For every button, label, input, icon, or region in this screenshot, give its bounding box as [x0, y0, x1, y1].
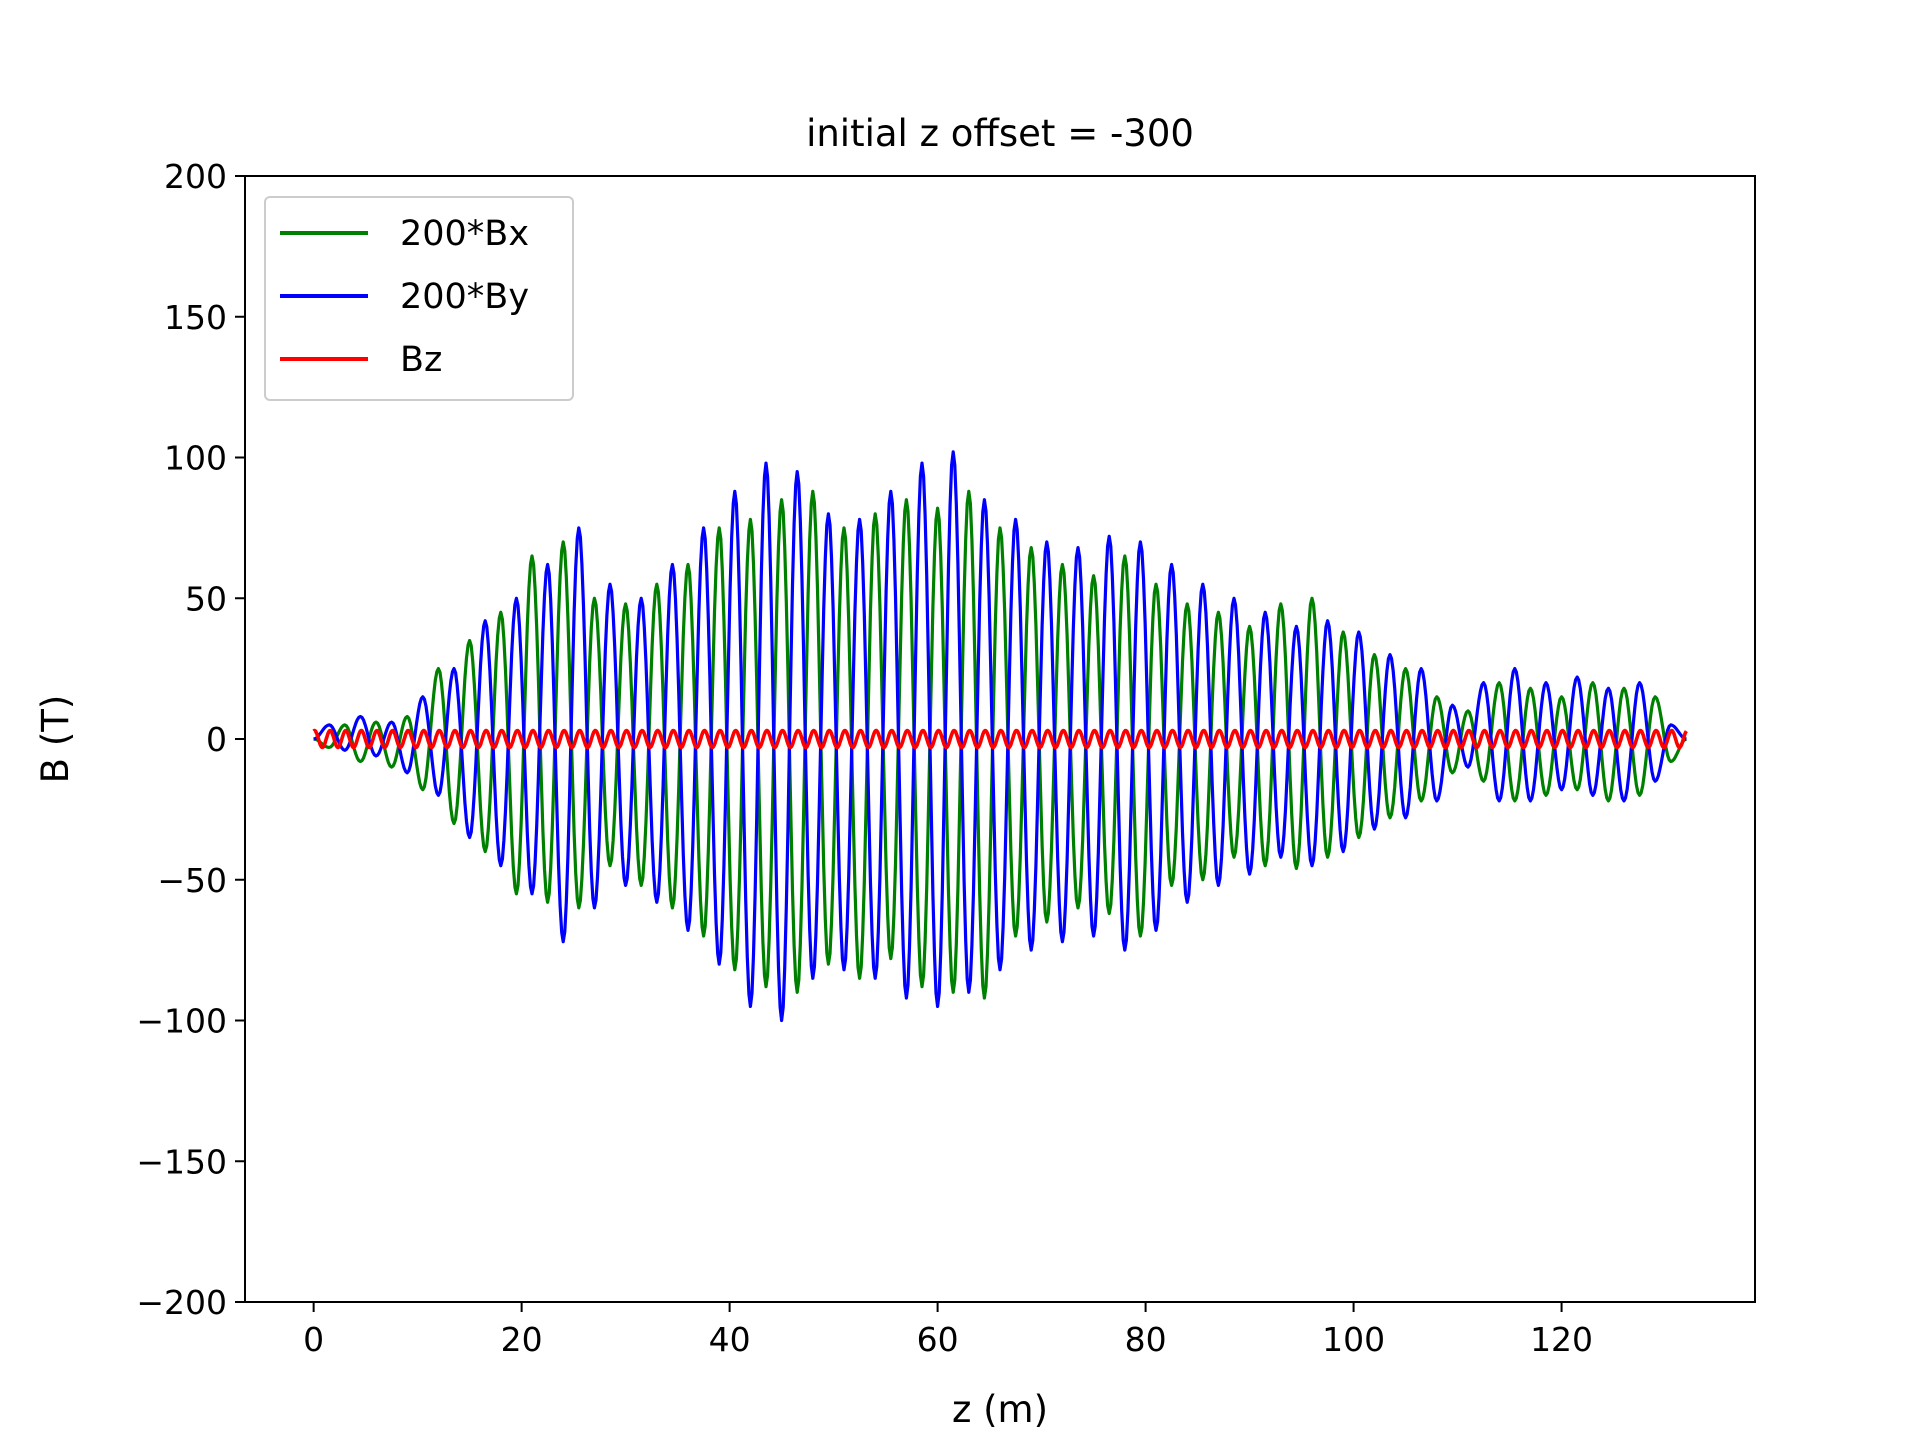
series-line-bz — [312, 728, 1688, 750]
x-tick-label: 120 — [1530, 1320, 1593, 1359]
y-axis-label: B (T) — [34, 695, 77, 784]
series-layer — [312, 450, 1688, 1023]
series-line-200-bx — [313, 489, 1687, 1000]
y-tick-label: 100 — [164, 439, 227, 478]
y-axis: −200 −150 −100 −50 0 50 100 150 200 — [136, 157, 245, 1322]
y-tick-label: −150 — [136, 1142, 227, 1181]
y-tick-label: −100 — [136, 1002, 227, 1041]
chart-title: initial z offset = -300 — [806, 112, 1194, 155]
legend-label-bx: 200*Bx — [400, 214, 529, 254]
y-tick-label: 0 — [206, 720, 227, 759]
y-tick-label: 150 — [164, 298, 227, 337]
y-tick-label: −200 — [136, 1283, 227, 1322]
legend-label-by: 200*By — [400, 277, 529, 317]
x-tick-label: 40 — [709, 1320, 751, 1359]
x-tick-label: 60 — [917, 1320, 959, 1359]
legend: 200*Bx 200*By Bz — [264, 196, 574, 401]
legend-box — [264, 196, 574, 401]
x-tick-label: 100 — [1322, 1320, 1385, 1359]
legend-label-bz: Bz — [400, 340, 442, 380]
y-tick-label: 50 — [185, 579, 227, 618]
y-tick-label: 200 — [164, 157, 227, 196]
x-tick-label: 80 — [1125, 1320, 1167, 1359]
x-tick-label: 20 — [501, 1320, 543, 1359]
series-line-200-by — [313, 450, 1687, 1023]
x-axis-label: z (m) — [952, 1388, 1048, 1431]
y-tick-label: −50 — [157, 861, 227, 900]
x-tick-label: 0 — [303, 1320, 324, 1359]
x-axis: 0 20 40 60 80 100 120 — [303, 1302, 1593, 1359]
